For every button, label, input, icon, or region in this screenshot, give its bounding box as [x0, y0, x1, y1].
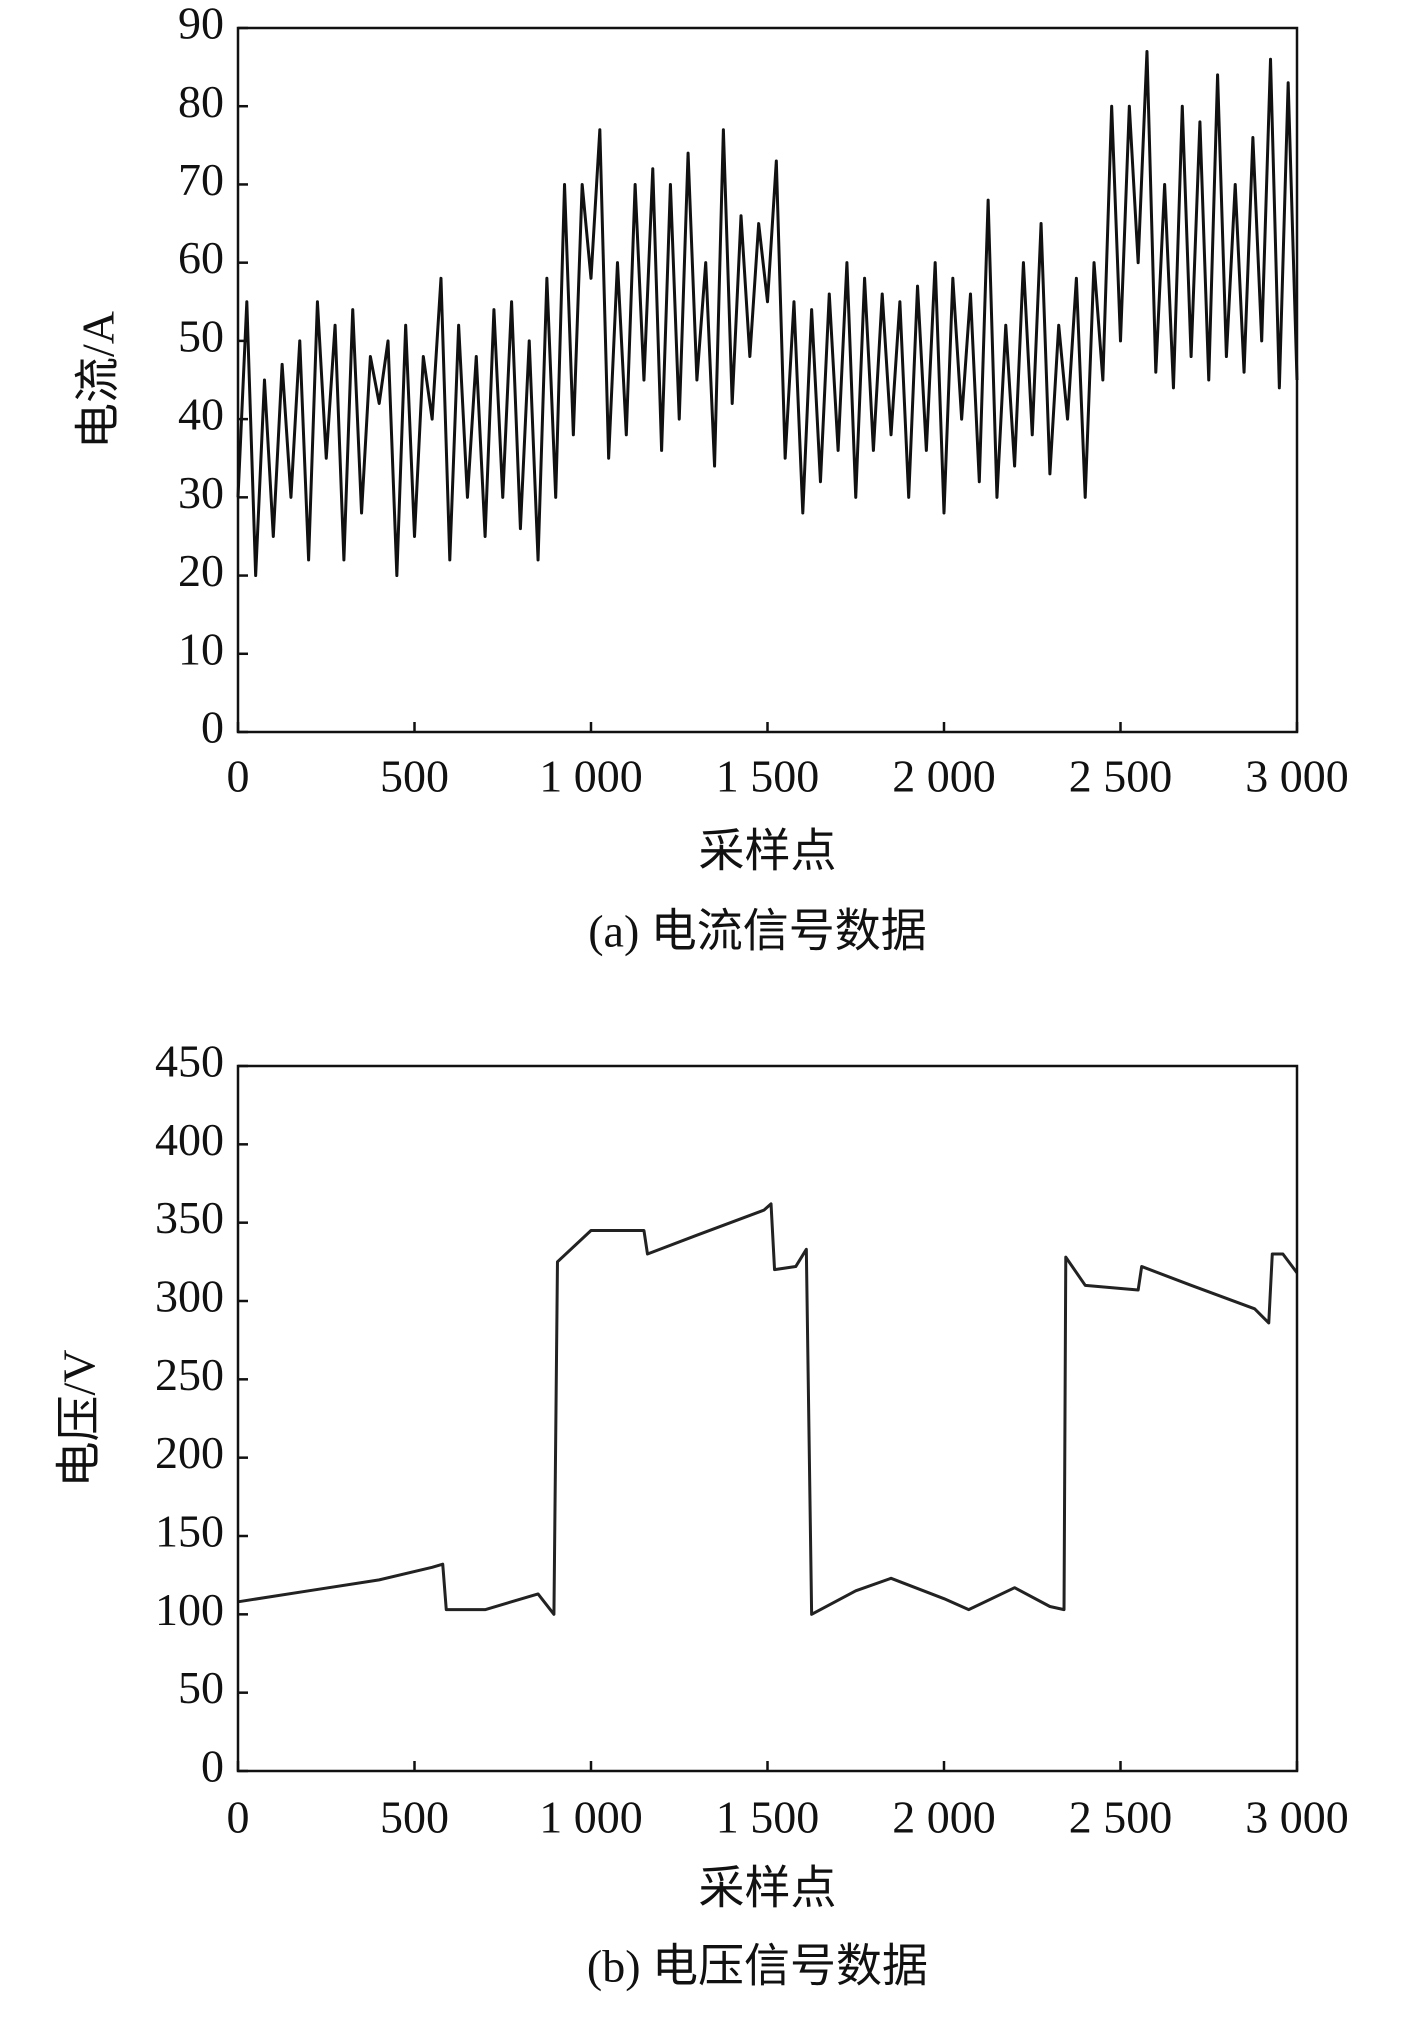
- y-tick-label: 50: [178, 1662, 224, 1713]
- y-axis-label: 电压/V: [54, 1350, 105, 1488]
- y-tick-label: 70: [178, 154, 224, 205]
- x-tick-label: 500: [380, 751, 449, 802]
- y-tick-label: 80: [178, 76, 224, 127]
- y-tick-label: 100: [155, 1584, 224, 1635]
- y-tick-label: 450: [155, 1036, 224, 1087]
- x-tick-label: 2 500: [1069, 751, 1173, 802]
- y-axis-label: 电流/A: [73, 311, 124, 449]
- x-tick-label: 1 000: [539, 751, 643, 802]
- x-tick-label: 0: [227, 751, 250, 802]
- y-tick-label: 50: [178, 310, 224, 361]
- x-tick-label: 500: [380, 1792, 449, 1843]
- x-axis-label: 采样点: [699, 1863, 837, 1914]
- y-tick-label: 0: [201, 1741, 224, 1792]
- x-axis-label: 采样点: [699, 826, 837, 877]
- y-tick-label: 40: [178, 389, 224, 440]
- y-tick-label: 20: [178, 545, 224, 596]
- y-tick-label: 250: [155, 1349, 224, 1400]
- x-tick-label: 1 500: [716, 751, 820, 802]
- y-tick-label: 10: [178, 623, 224, 674]
- chart-caption: (b) 电压信号数据: [587, 1941, 928, 1992]
- x-tick-label: 1 000: [539, 1792, 643, 1843]
- data-line: [237, 1202, 1299, 1616]
- y-tick-label: 300: [155, 1271, 224, 1322]
- x-tick-label: 2 500: [1069, 1792, 1173, 1843]
- x-tick-label: 2 000: [892, 1792, 996, 1843]
- plot-frame: [236, 1064, 1299, 1773]
- plot-frame: [236, 26, 1299, 734]
- x-tick-label: 2 000: [892, 751, 996, 802]
- x-tick-label: 3 000: [1245, 1792, 1349, 1843]
- y-tick-label: 0: [201, 702, 224, 753]
- y-tick-label: 30: [178, 467, 224, 518]
- y-tick-label: 60: [178, 232, 224, 283]
- y-tick-label: 90: [178, 0, 224, 49]
- data-line: [236, 49, 1299, 578]
- x-tick-label: 1 500: [716, 1792, 820, 1843]
- y-tick-label: 350: [155, 1192, 224, 1243]
- chart-caption: (a) 电流信号数据: [588, 906, 927, 957]
- x-tick-label: 3 000: [1245, 751, 1349, 802]
- y-tick-label: 150: [155, 1506, 224, 1557]
- y-tick-label: 400: [155, 1114, 224, 1165]
- x-tick-label: 0: [227, 1792, 250, 1843]
- y-tick-label: 200: [155, 1427, 224, 1478]
